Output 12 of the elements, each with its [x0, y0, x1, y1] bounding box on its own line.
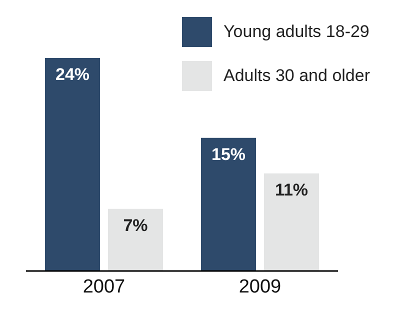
data-label: 11%	[274, 180, 308, 200]
legend-label: Young adults 18-29	[224, 22, 370, 42]
x-tick-label: 2007	[82, 276, 126, 298]
bar	[201, 138, 256, 271]
bar	[108, 208, 163, 271]
bar	[45, 58, 100, 271]
legend-label: Adults 30 and older	[224, 66, 370, 86]
data-label: 24%	[55, 65, 90, 84]
bar	[264, 173, 319, 271]
data-label: 15%	[211, 144, 246, 164]
x-tick-label: 2009	[238, 276, 282, 298]
data-label: 7%	[123, 216, 148, 235]
